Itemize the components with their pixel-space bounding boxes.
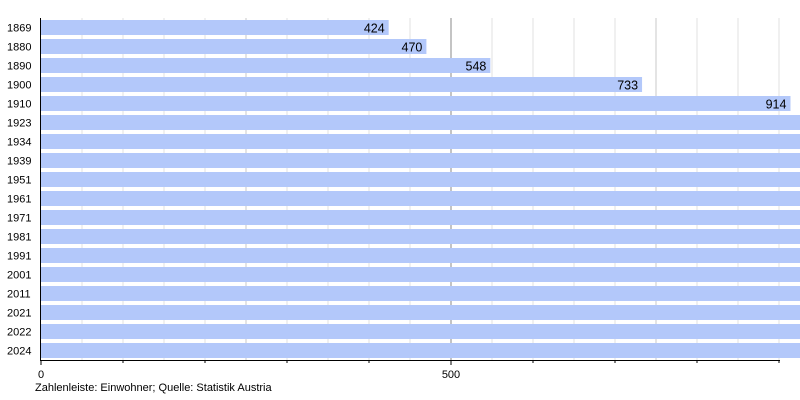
category-label: 1880: [7, 42, 31, 54]
grid-lines: [81, 18, 780, 360]
category-label: 1951: [7, 175, 31, 187]
bar-1890: [41, 58, 491, 73]
x-tick-label: 500: [442, 369, 460, 381]
bar-1991: [41, 248, 800, 263]
bar-1923: [41, 115, 800, 130]
x-axis: 050010001500: [38, 18, 780, 381]
category-label: 1961: [7, 194, 31, 206]
bar-1981: [41, 229, 800, 244]
bar-1939: [41, 153, 800, 168]
bar-1934: [41, 134, 800, 149]
category-label: 2001: [7, 270, 31, 282]
bar-1869: [41, 20, 389, 35]
bar-2021: [41, 305, 800, 320]
bar-1961: [41, 191, 800, 206]
category-label: 1981: [7, 232, 31, 244]
category-label: 2021: [7, 308, 31, 320]
bar-1880: [41, 39, 427, 54]
category-label: 1991: [7, 251, 31, 263]
category-label: 1910: [7, 99, 31, 111]
category-label: 1900: [7, 80, 31, 92]
value-label: 424: [364, 22, 385, 36]
category-label: 1923: [7, 118, 31, 130]
bar-1900: [41, 77, 643, 92]
x-tick-label: 0: [38, 369, 44, 381]
bar-1971: [41, 210, 800, 225]
source-note: Zahlenleiste: Einwohner; Quelle: Statist…: [35, 382, 272, 394]
labels: 1869 424 1880 470 1890 548 1900 733 1910 914 1923 1…: [7, 22, 787, 358]
bar-2024: [41, 343, 800, 358]
category-label: 2024: [7, 346, 31, 358]
bar-1951: [41, 172, 800, 187]
category-label: 1971: [7, 213, 31, 225]
category-label: 1934: [7, 137, 31, 149]
category-label: 1890: [7, 61, 31, 73]
value-label: 733: [617, 79, 638, 93]
value-label: 548: [466, 60, 487, 74]
bar-2022: [41, 324, 800, 339]
category-label: 2022: [7, 327, 31, 339]
category-label: 2011: [7, 289, 31, 301]
value-label: 470: [402, 41, 423, 55]
bar-2001: [41, 267, 800, 282]
category-label: 1939: [7, 156, 31, 168]
value-label: 914: [766, 98, 787, 112]
bar-1910: [41, 96, 791, 111]
category-label: 1869: [7, 23, 31, 35]
bars: [41, 20, 800, 358]
bar-2011: [41, 286, 800, 301]
